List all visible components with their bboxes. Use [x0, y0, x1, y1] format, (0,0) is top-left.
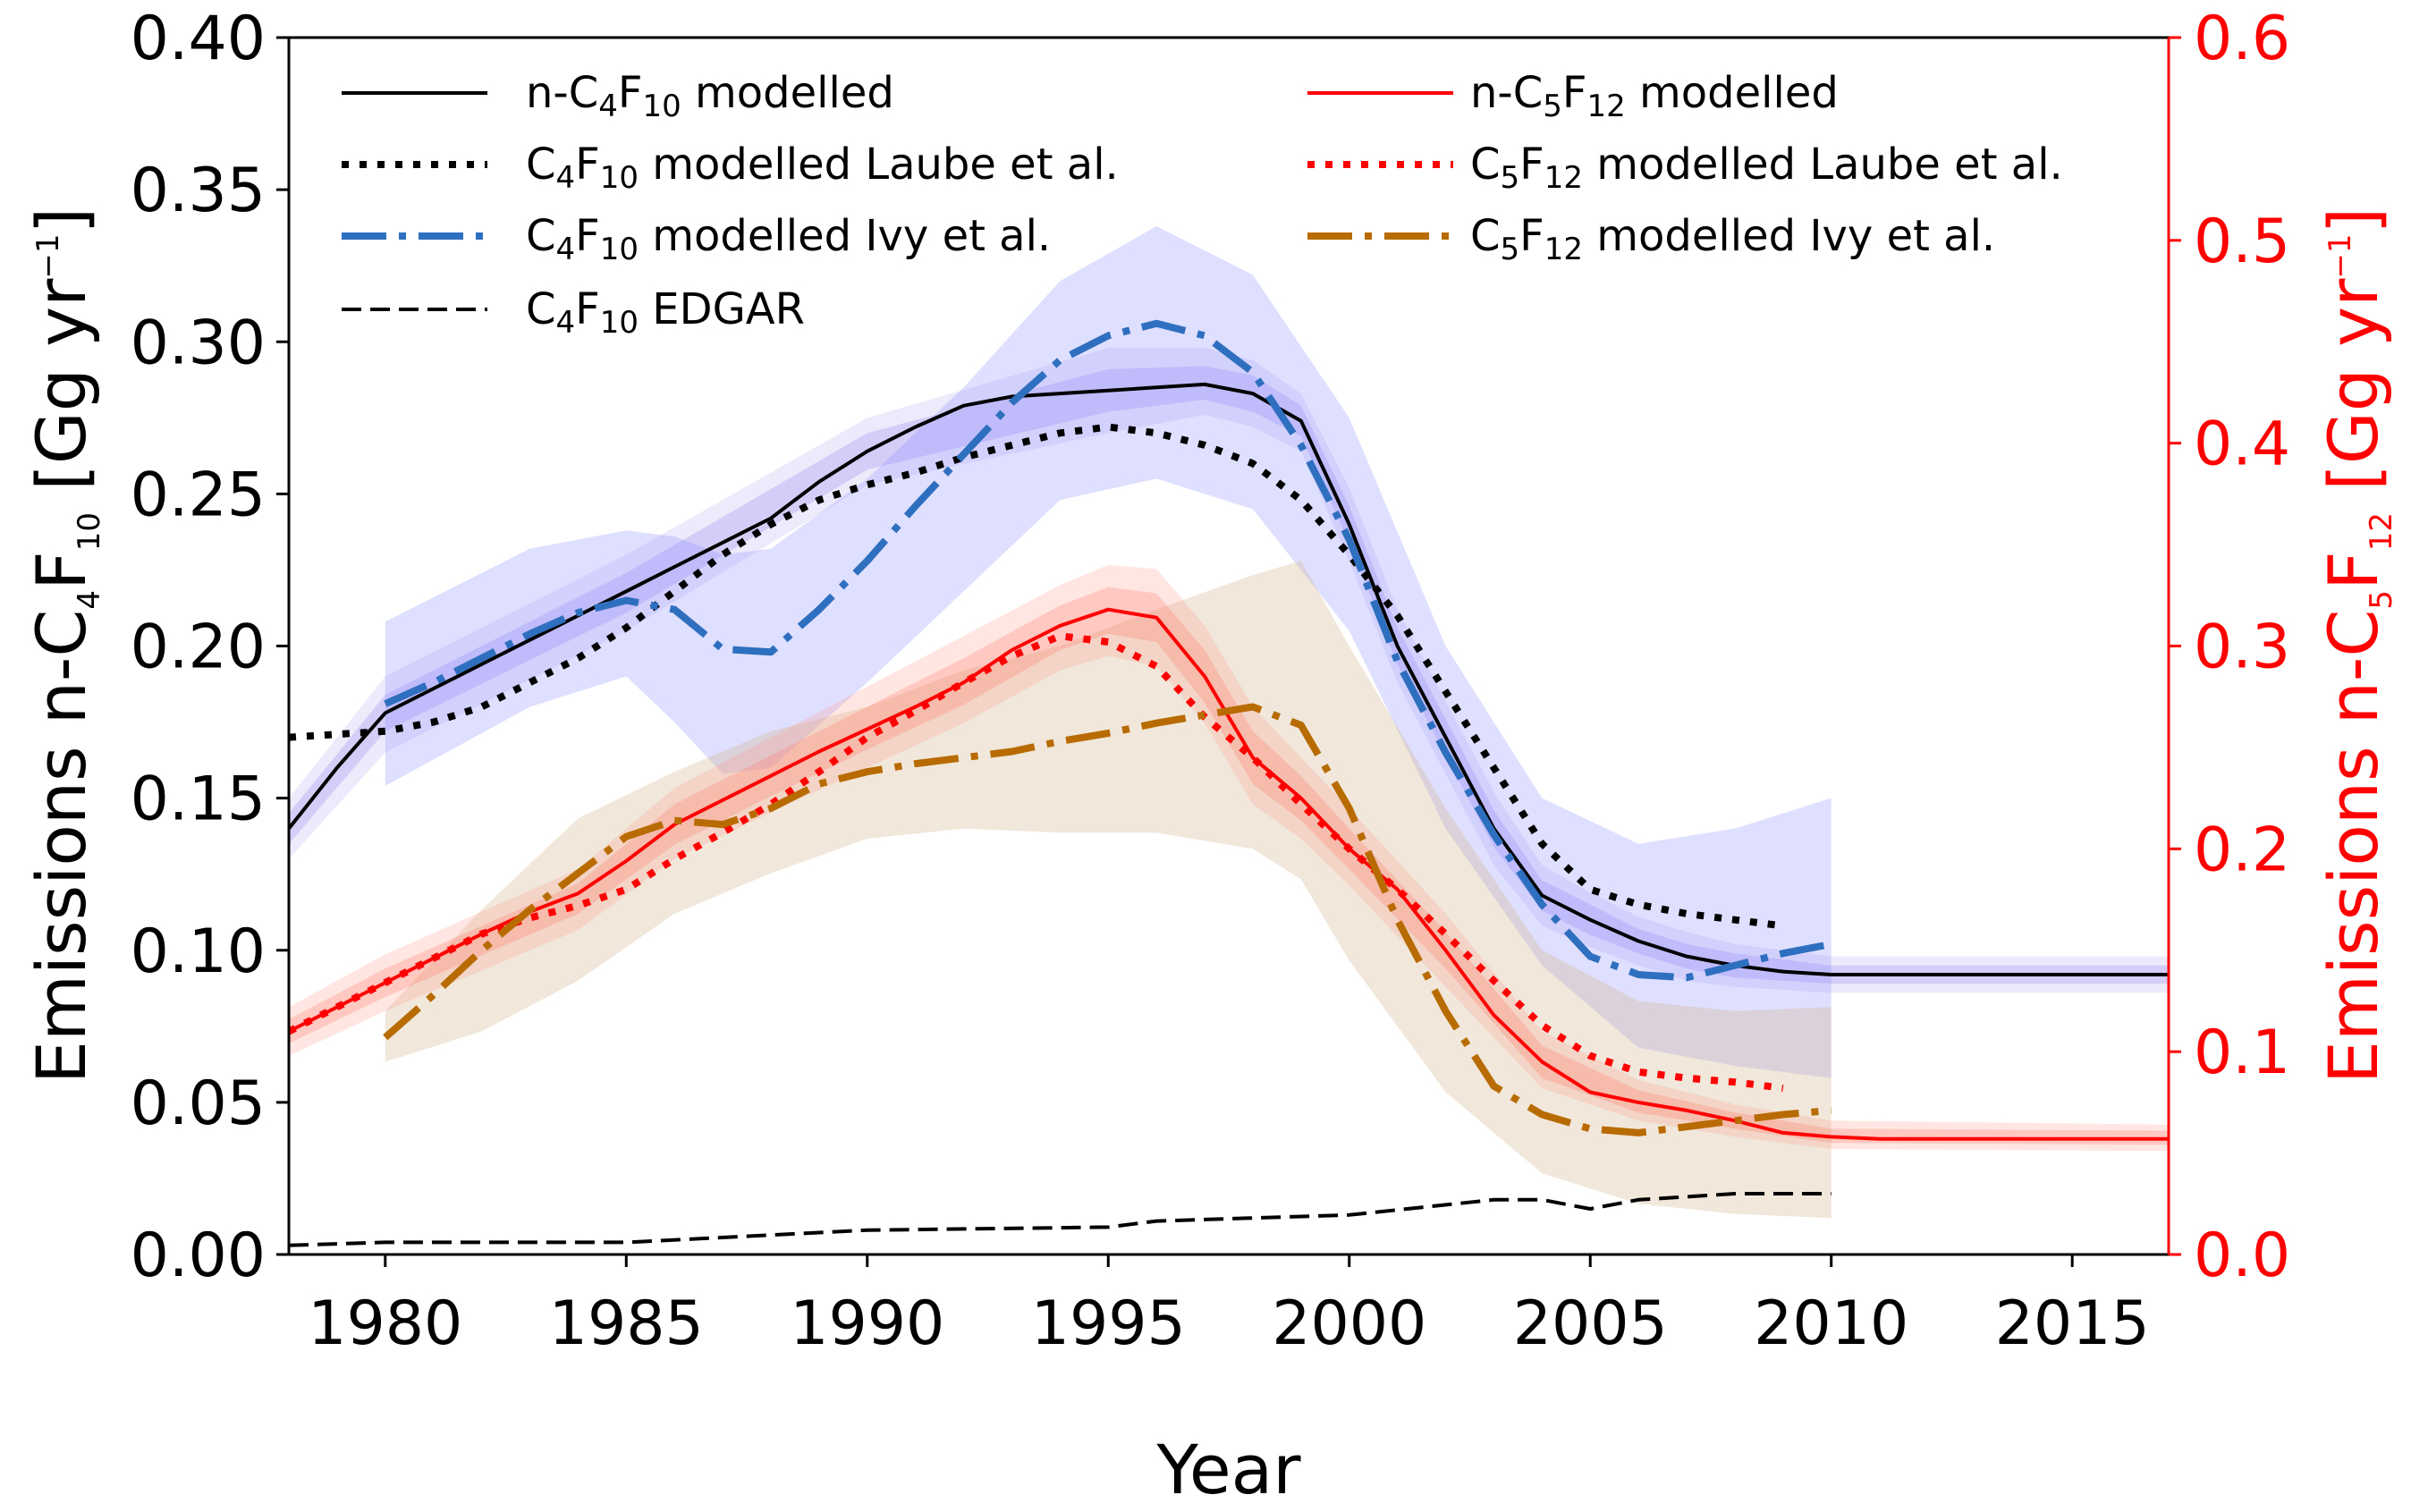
- y-right-tick-label: 0.6: [2194, 4, 2290, 74]
- x-tick-label: 2015: [1995, 1288, 2150, 1359]
- series-line-c4laube: [288, 423, 1784, 930]
- y-left-tick-label: 0.15: [131, 764, 266, 835]
- series-line-c5ivy: [383, 703, 1832, 1136]
- c4-band-outer: [289, 348, 2169, 993]
- y-left-tick-label: 0.30: [131, 308, 266, 378]
- y-ticks-right: 0.0 0.1 0.2 0.3 0.4 0.5 0.6: [2169, 4, 2290, 1291]
- legend-entry-c4-modelled: n-C4F10 modelled: [342, 68, 894, 124]
- x-tick-label: 1980: [308, 1288, 462, 1359]
- legend-label: n-C4F10 modelled: [526, 68, 894, 124]
- legend-entry-c5-laube: C5F12 modelled Laube et al.: [1307, 139, 2063, 196]
- y-left-tick-label: 0.05: [131, 1069, 266, 1139]
- uncertainty-bands: [289, 226, 2169, 1219]
- legend-label: C4F10 modelled Laube et al.: [526, 139, 1119, 196]
- legend: n-C4F10 modelled C4F10 modelled Laube et…: [342, 68, 2063, 341]
- x-ticks: 1980 1985 1990 1995 2000 2005 2010 2015: [308, 1254, 2150, 1359]
- y-left-tick-label: 0.40: [131, 4, 266, 74]
- x-tick-label: 1995: [1031, 1288, 1186, 1359]
- legend-entry-c4-ivy: C4F10 modelled Ivy et al.: [342, 211, 1051, 267]
- y-left-tick-label: 0.00: [131, 1221, 266, 1291]
- y-left-tick-label: 0.35: [131, 156, 266, 226]
- y-ticks-left: 0.00 0.05 0.10 0.15 0.20 0.25 0.30 0.35 0.40: [131, 4, 289, 1291]
- y-right-tick-label: 0.2: [2194, 815, 2290, 885]
- left-axis-title: Emissions n-C4F10 [Gg yr−1]: [21, 207, 107, 1084]
- legend-label: C4F10 EDGAR: [526, 284, 805, 341]
- legend-label: C5F12 modelled Laube et al.: [1470, 139, 2063, 196]
- c5-ivy-band: [385, 561, 1832, 1219]
- legend-entry-c5-modelled: n-C5F12 modelled: [1307, 68, 1839, 124]
- series-line-c5mod: [288, 607, 2169, 1141]
- y-left-tick-label: 0.20: [131, 612, 266, 683]
- x-axis-title: Year: [1156, 1430, 1302, 1509]
- legend-entry-c4-edgar: C4F10 EDGAR: [342, 284, 805, 341]
- x-tick-label: 1990: [790, 1288, 944, 1359]
- x-tick-label: 2010: [1754, 1288, 1908, 1359]
- y-right-tick-label: 0.0: [2194, 1221, 2290, 1291]
- series-line-c4edgar: [288, 1192, 1832, 1247]
- c4-ivy-band: [385, 226, 1832, 1078]
- series-line-c5laube: [287, 632, 1784, 1092]
- right-axis-title: Emissions n-C5F12 [Gg yr−1]: [2314, 207, 2399, 1084]
- x-tick-label: 2005: [1513, 1288, 1668, 1359]
- legend-entry-c5-ivy: C5F12 modelled Ivy et al.: [1307, 211, 1995, 267]
- legend-label: n-C5F12 modelled: [1470, 68, 1839, 124]
- y-right-tick-label: 0.1: [2194, 1018, 2290, 1088]
- y-left-tick-label: 0.10: [131, 916, 266, 987]
- c5-band-inner: [289, 587, 2169, 1145]
- c5-band-outer: [289, 564, 2169, 1152]
- series-line-c4ivy: [384, 319, 1832, 982]
- y-left-tick-label: 0.25: [131, 460, 266, 530]
- c4-band-inner: [289, 366, 2169, 984]
- legend-entry-c4-laube: C4F10 modelled Laube et al.: [342, 139, 1119, 196]
- legend-label: C5F12 modelled Ivy et al.: [1470, 211, 1995, 267]
- series-lines: [287, 319, 2169, 1247]
- y-right-tick-label: 0.5: [2194, 207, 2290, 277]
- y-right-tick-label: 0.3: [2194, 612, 2290, 683]
- x-tick-label: 1985: [549, 1288, 704, 1359]
- y-right-tick-label: 0.4: [2194, 410, 2290, 480]
- x-tick-label: 2000: [1272, 1288, 1426, 1359]
- legend-label: C4F10 modelled Ivy et al.: [526, 211, 1051, 267]
